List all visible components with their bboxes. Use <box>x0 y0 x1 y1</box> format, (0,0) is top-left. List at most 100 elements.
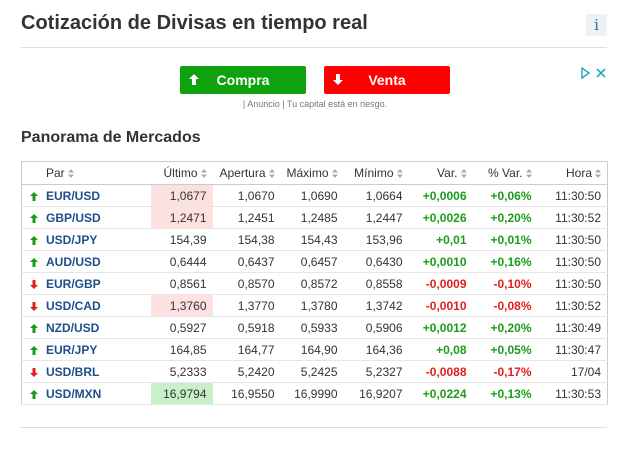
cell-text: 11:30:50 <box>555 254 601 269</box>
market-row[interactable]: USD/BRL 5,2333 5,2420 5,2425 5,2327 -0,0088 -0… <box>21 360 608 383</box>
cell-text: 11:30:50 <box>555 232 601 247</box>
pair-cell: USD/BRL <box>21 360 151 383</box>
pair-cell: AUD/USD <box>21 250 151 273</box>
market-row[interactable]: GBP/USD 1,2471 1,2451 1,2485 1,2447 +0,0026 +0… <box>21 206 608 229</box>
value-cell: 1,3742 <box>343 294 409 317</box>
value-cell: 1,2471 <box>150 206 213 229</box>
cell-text: 153,96 <box>365 232 403 247</box>
cell-text: +0,0006 <box>422 188 467 203</box>
cell-text: AUD/USD <box>46 254 101 269</box>
market-row[interactable]: EUR/GBP 0,8561 0,8570 0,8572 0,8558 -0,0009 -0… <box>21 272 608 295</box>
cell-text: +0,01 <box>436 232 467 247</box>
cell-text: 0,5933 <box>300 320 338 335</box>
value-cell: 0,5906 <box>343 316 409 339</box>
cell-text: +0,0012 <box>422 320 467 335</box>
cell-text: 17/04 <box>570 364 601 379</box>
cell-text: 0,6437 <box>237 254 275 269</box>
value-cell: 11:30:53 <box>537 382 608 405</box>
pair-cell: NZD/USD <box>21 316 151 339</box>
cell-text: 0,5918 <box>237 320 275 335</box>
cell-text: 0,8558 <box>365 276 403 291</box>
market-row[interactable]: USD/JPY 154,39 154,38 154,43 153,96 +0,01 +0,0… <box>21 228 608 251</box>
market-row[interactable]: EUR/USD 1,0677 1,0670 1,0690 1,0664 +0,0006 +0… <box>21 184 608 207</box>
cell-text: NZD/USD <box>46 320 100 335</box>
value-cell: -0,0009 <box>408 272 473 295</box>
value-cell: 1,3780 <box>280 294 344 317</box>
down-arrow <box>30 301 38 311</box>
ad-choices[interactable] <box>580 67 608 79</box>
cell-text: -0,0088 <box>425 364 467 379</box>
value-cell: +0,0012 <box>408 316 473 339</box>
value-cell: +0,0026 <box>408 206 473 229</box>
sell-label: Venta <box>368 72 406 88</box>
sort-icon <box>595 169 601 179</box>
cell-text: +0,05% <box>490 342 532 357</box>
column-header[interactable]: Máximo <box>280 161 344 185</box>
value-cell: +0,01 <box>408 228 473 251</box>
cell-text: 1,3770 <box>237 298 275 313</box>
market-row[interactable]: AUD/USD 0,6444 0,6437 0,6457 0,6430 +0,0010 +0… <box>21 250 608 273</box>
column-header[interactable]: Apertura <box>212 161 281 185</box>
cell-text: +0,0026 <box>422 210 467 225</box>
cell-text: 16,9207 <box>359 386 403 401</box>
cell-text: GBP/USD <box>46 210 101 225</box>
cell-text: 1,0664 <box>365 188 403 203</box>
header-row: Par Último Apertura Máximo Mínimo Var. % Var. H… <box>21 161 608 185</box>
cell-text: -0,0009 <box>425 276 467 291</box>
up-arrow-icon <box>189 74 199 85</box>
pair-cell: EUR/GBP <box>21 272 151 295</box>
value-cell: 11:30:47 <box>537 338 608 361</box>
cell-text: -0,10% <box>493 276 532 291</box>
value-cell: 164,90 <box>280 338 344 361</box>
column-label: Var. <box>437 166 458 180</box>
cell-text: -0,08% <box>493 298 532 313</box>
buy-button[interactable]: Compra <box>180 66 306 94</box>
cell-text: 0,6430 <box>365 254 403 269</box>
info-button[interactable]: i <box>586 14 607 36</box>
pair-cell: EUR/JPY <box>21 338 151 361</box>
cell-text: 16,9550 <box>231 386 275 401</box>
column-label: Último <box>163 166 198 180</box>
cell-text: 11:30:52 <box>555 210 601 225</box>
market-row[interactable]: EUR/JPY 164,85 164,77 164,90 164,36 +0,08 +0,0… <box>21 338 608 361</box>
cell-text: 5,2420 <box>237 364 275 379</box>
up-arrow <box>30 257 38 267</box>
value-cell: +0,01% <box>472 228 538 251</box>
column-label: Hora <box>565 166 592 180</box>
column-header[interactable]: Par <box>21 161 151 185</box>
value-cell: 164,77 <box>212 338 281 361</box>
pair-cell: USD/JPY <box>21 228 151 251</box>
column-header[interactable]: % Var. <box>472 161 538 185</box>
value-cell: 16,9550 <box>212 382 281 405</box>
sell-button[interactable]: Venta <box>324 66 450 94</box>
market-row[interactable]: USD/MXN 16,9794 16,9550 16,9990 16,9207 +0,02… <box>21 382 608 405</box>
cell-text: 154,38 <box>237 232 275 247</box>
sort-icon <box>200 169 207 179</box>
cell-text: +0,01% <box>490 232 532 247</box>
column-header[interactable]: Último <box>150 161 213 185</box>
column-header[interactable]: Mínimo <box>343 161 409 185</box>
cell-text: 154,43 <box>300 232 338 247</box>
cell-text: 0,5927 <box>169 320 207 335</box>
value-cell: 5,2420 <box>212 360 281 383</box>
market-row[interactable]: NZD/USD 0,5927 0,5918 0,5933 0,5906 +0,0012 +0… <box>21 316 608 339</box>
up-arrow <box>30 345 38 355</box>
cell-text: 11:30:49 <box>555 320 601 335</box>
cell-text: 0,6444 <box>169 254 207 269</box>
value-cell: 154,38 <box>212 228 281 251</box>
column-header[interactable]: Hora <box>537 161 608 185</box>
cell-text: 11:30:52 <box>555 298 601 313</box>
value-cell: -0,08% <box>472 294 538 317</box>
value-cell: 164,85 <box>150 338 213 361</box>
value-cell: -0,17% <box>472 360 538 383</box>
buy-label: Compra <box>216 72 270 88</box>
sort-icon <box>525 169 532 179</box>
cell-text: +0,20% <box>490 320 532 335</box>
column-header[interactable]: Var. <box>408 161 473 185</box>
value-cell: +0,13% <box>472 382 538 405</box>
down-arrow <box>30 279 38 289</box>
value-cell: +0,16% <box>472 250 538 273</box>
value-cell: 0,6457 <box>280 250 344 273</box>
cell-text: 1,0690 <box>300 188 338 203</box>
market-row[interactable]: USD/CAD 1,3760 1,3770 1,3780 1,3742 -0,0010 -0… <box>21 294 608 317</box>
